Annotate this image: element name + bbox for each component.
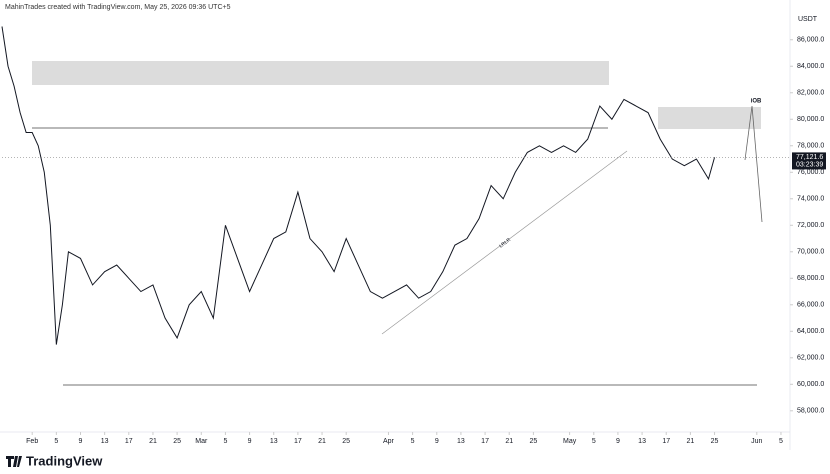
x-tick-label: 25 [342, 438, 350, 445]
x-tick-label: Mar [195, 438, 208, 445]
y-tick-label: 64,000.0 [797, 328, 824, 335]
y-tick-label: 60,000.0 [797, 381, 824, 388]
y-tick-label: 66,000.0 [797, 302, 824, 309]
x-tick-label: 25 [529, 438, 537, 445]
x-tick-label: 9 [616, 438, 620, 445]
x-tick-label: 5 [54, 438, 58, 445]
x-tick-label: 17 [125, 438, 133, 445]
x-tick-label: 13 [638, 438, 646, 445]
y-tick-label: 72,000.0 [797, 222, 824, 229]
x-tick-label: 25 [711, 438, 719, 445]
x-tick-label: 5 [592, 438, 596, 445]
x-tick-label: 25 [173, 438, 181, 445]
iob-zone [658, 107, 761, 129]
x-tick-label: 21 [318, 438, 326, 445]
y-tick-label: 78,000.0 [797, 143, 824, 150]
y-tick-label: 74,000.0 [797, 196, 824, 203]
x-tick-label: 9 [79, 438, 83, 445]
x-tick-label: 21 [505, 438, 513, 445]
x-tick-label: 13 [270, 438, 278, 445]
last-price-box [792, 152, 826, 170]
x-tick-label: 9 [248, 438, 252, 445]
y-tick-label: 62,000.0 [797, 355, 824, 362]
y-tick-label: 68,000.0 [797, 275, 824, 282]
x-tick-label: 13 [457, 438, 465, 445]
logo: TradingView [6, 453, 103, 468]
brand: TradingView [26, 453, 103, 468]
header: MahinTrades created with TradingView.com… [5, 4, 231, 11]
y-tick-label: 80,000.0 [797, 116, 824, 123]
x-tick-label: 9 [435, 438, 439, 445]
x-tick-label: 5 [411, 438, 415, 445]
y-tick-label: 76,000.0 [797, 169, 824, 176]
y-tick-label: 84,000.0 [797, 63, 824, 70]
last-price-label: 77,121.6 [796, 154, 823, 161]
price-line [1, 26, 716, 345]
x-tick-label: Jun [751, 438, 762, 445]
x-tick-label: 13 [101, 438, 109, 445]
x-tick-label: 17 [294, 438, 302, 445]
logo-icon [6, 456, 22, 467]
x-tick-label: 17 [662, 438, 670, 445]
x-tick-label: Feb [26, 438, 38, 445]
y-tick-label: 82,000.0 [797, 90, 824, 97]
x-tick-label: 5 [779, 438, 783, 445]
x-tick-label: 5 [223, 438, 227, 445]
y-tick-label: 58,000.0 [797, 408, 824, 415]
supply-zone [32, 61, 609, 85]
trend-line [381, 150, 628, 335]
y-tick-label: 86,000.0 [797, 37, 824, 44]
x-tick-label: 21 [149, 438, 157, 445]
x-tick-label: May [563, 438, 577, 445]
currency: USDT [798, 16, 818, 23]
x-tick-label: Apr [383, 438, 395, 445]
annotation: iOB [751, 99, 762, 105]
y-tick-label: 70,000.0 [797, 249, 824, 256]
countdown: 03:23:39 [796, 161, 823, 168]
x-tick-label: 17 [481, 438, 489, 445]
projection-arrow [744, 105, 763, 223]
x-tick-label: 21 [686, 438, 694, 445]
annotation: LRLR [498, 237, 512, 250]
